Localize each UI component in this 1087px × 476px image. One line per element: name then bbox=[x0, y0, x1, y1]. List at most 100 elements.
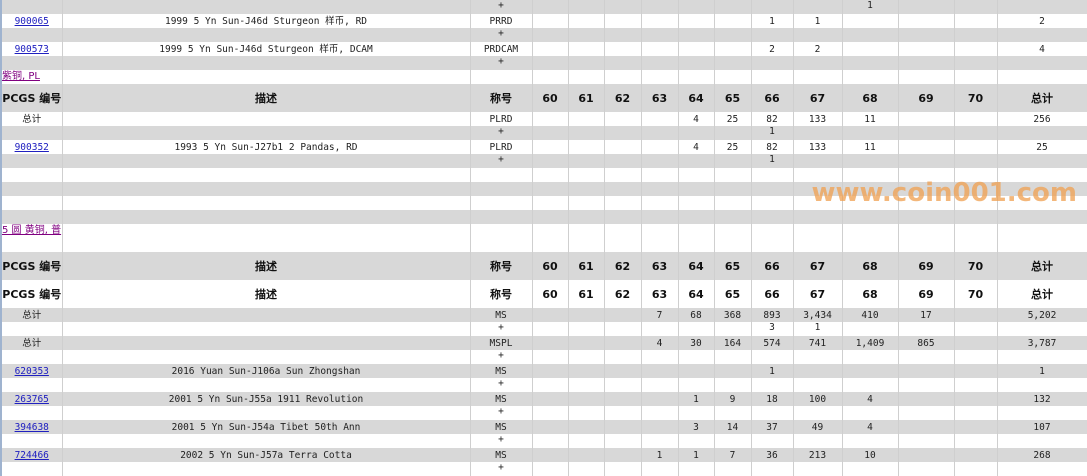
count-65: 9 bbox=[714, 392, 752, 406]
count-60 bbox=[532, 378, 569, 392]
pcgs-number-link[interactable]: 900573 bbox=[14, 43, 49, 55]
table-row: 总计 MSPL 4 30 164 574 741 1,409 865 3,787 bbox=[2, 336, 1087, 350]
count-66: 3 bbox=[751, 322, 794, 336]
count-70 bbox=[954, 28, 998, 42]
count-69 bbox=[898, 364, 955, 378]
header-grade-68: 68 bbox=[842, 252, 899, 280]
empty-cell bbox=[532, 196, 569, 210]
count-68 bbox=[842, 42, 899, 56]
count-64 bbox=[678, 56, 715, 70]
header-pcgs: PCGS 编号 bbox=[2, 84, 63, 112]
count-70 bbox=[954, 406, 998, 420]
count-64 bbox=[678, 322, 715, 336]
plus-grade-cell: + bbox=[470, 378, 533, 392]
empty-cell bbox=[997, 224, 1087, 252]
empty-cell bbox=[604, 168, 642, 182]
count-63 bbox=[641, 364, 679, 378]
count-63 bbox=[641, 392, 679, 406]
count-62 bbox=[604, 448, 642, 462]
empty-cell bbox=[568, 210, 605, 224]
description-cell bbox=[62, 56, 471, 70]
count-66 bbox=[751, 434, 794, 448]
header-grade: 称号 bbox=[470, 280, 533, 308]
empty-cell bbox=[62, 168, 471, 182]
empty-cell bbox=[793, 70, 843, 84]
count-66 bbox=[751, 406, 794, 420]
empty-cell bbox=[604, 196, 642, 210]
header-grade-63: 63 bbox=[641, 280, 679, 308]
count-65: 164 bbox=[714, 336, 752, 350]
count-63 bbox=[641, 322, 679, 336]
pcgs-cell bbox=[2, 56, 63, 70]
header-grade-60: 60 bbox=[532, 252, 569, 280]
count-61 bbox=[568, 42, 605, 56]
count-67: 3,434 bbox=[793, 308, 843, 322]
count-66: 18 bbox=[751, 392, 794, 406]
count-60 bbox=[532, 126, 569, 140]
header-grade-64: 64 bbox=[678, 84, 715, 112]
count-65 bbox=[714, 42, 752, 56]
empty-cell bbox=[604, 224, 642, 252]
section-link[interactable]: 5 圆 黄铜, 普 bbox=[2, 225, 62, 236]
count-69 bbox=[898, 42, 955, 56]
grade-cell: PLRD bbox=[470, 112, 533, 126]
description-cell: 1993 5 Yn Sun-J27b1 2 Pandas, RD bbox=[62, 140, 471, 154]
count-61 bbox=[568, 308, 605, 322]
count-63 bbox=[641, 112, 679, 126]
count-63 bbox=[641, 42, 679, 56]
empty-cell bbox=[751, 196, 794, 210]
empty-cell bbox=[714, 182, 752, 196]
count-70 bbox=[954, 350, 998, 364]
count-63: 4 bbox=[641, 336, 679, 350]
pcgs-number-link[interactable]: 724466 bbox=[14, 449, 49, 461]
count-70 bbox=[954, 434, 998, 448]
empty-cell bbox=[842, 70, 899, 84]
count-67 bbox=[793, 28, 843, 42]
pcgs-number-link[interactable]: 900065 bbox=[14, 15, 49, 27]
empty-cell bbox=[842, 224, 899, 252]
count-66: 2 bbox=[751, 42, 794, 56]
header-grade: 称号 bbox=[470, 252, 533, 280]
empty-cell bbox=[641, 168, 679, 182]
pcgs-number-link[interactable]: 620353 bbox=[14, 365, 49, 377]
count-69 bbox=[898, 350, 955, 364]
count-70 bbox=[954, 336, 998, 350]
count-66: 574 bbox=[751, 336, 794, 350]
count-64 bbox=[678, 14, 715, 28]
section-link[interactable]: 紫铜, PL bbox=[2, 71, 40, 82]
count-66 bbox=[751, 56, 794, 70]
count-60 bbox=[532, 140, 569, 154]
count-60 bbox=[532, 420, 569, 434]
table-row: + bbox=[2, 56, 1087, 70]
count-64 bbox=[678, 378, 715, 392]
count-65 bbox=[714, 14, 752, 28]
pcgs-number-link[interactable]: 263765 bbox=[14, 393, 49, 405]
count-65 bbox=[714, 378, 752, 392]
header-grade-62: 62 bbox=[604, 252, 642, 280]
count-67 bbox=[793, 406, 843, 420]
description-cell bbox=[62, 322, 471, 336]
empty-cell bbox=[793, 196, 843, 210]
empty-cell bbox=[751, 224, 794, 252]
count-68 bbox=[842, 14, 899, 28]
count-60 bbox=[532, 364, 569, 378]
table-row: +3 1 bbox=[2, 322, 1087, 336]
empty-cell bbox=[2, 168, 63, 182]
count-total: 268 bbox=[997, 448, 1087, 462]
count-70 bbox=[954, 420, 998, 434]
pcgs-number-link[interactable]: 900352 bbox=[14, 141, 49, 153]
count-64: 4 bbox=[678, 140, 715, 154]
table-row: 900065 1999 5 Yn Sun-J46d Sturgeon 样币, RD… bbox=[2, 14, 1087, 28]
description-cell: 2016 Yuan Sun-J106a Sun Zhongshan bbox=[62, 364, 471, 378]
count-62 bbox=[604, 28, 642, 42]
pcgs-number-link[interactable]: 394638 bbox=[14, 421, 49, 433]
count-65 bbox=[714, 364, 752, 378]
count-67 bbox=[793, 378, 843, 392]
plus-grade-cell: + bbox=[470, 350, 533, 364]
count-total: 4 bbox=[997, 42, 1087, 56]
header-grade-63: 63 bbox=[641, 84, 679, 112]
header-grade-66: 66 bbox=[751, 84, 794, 112]
description-cell: 2001 5 Yn Sun-J55a 1911 Revolution bbox=[62, 392, 471, 406]
count-67 bbox=[793, 462, 843, 476]
count-68 bbox=[842, 462, 899, 476]
